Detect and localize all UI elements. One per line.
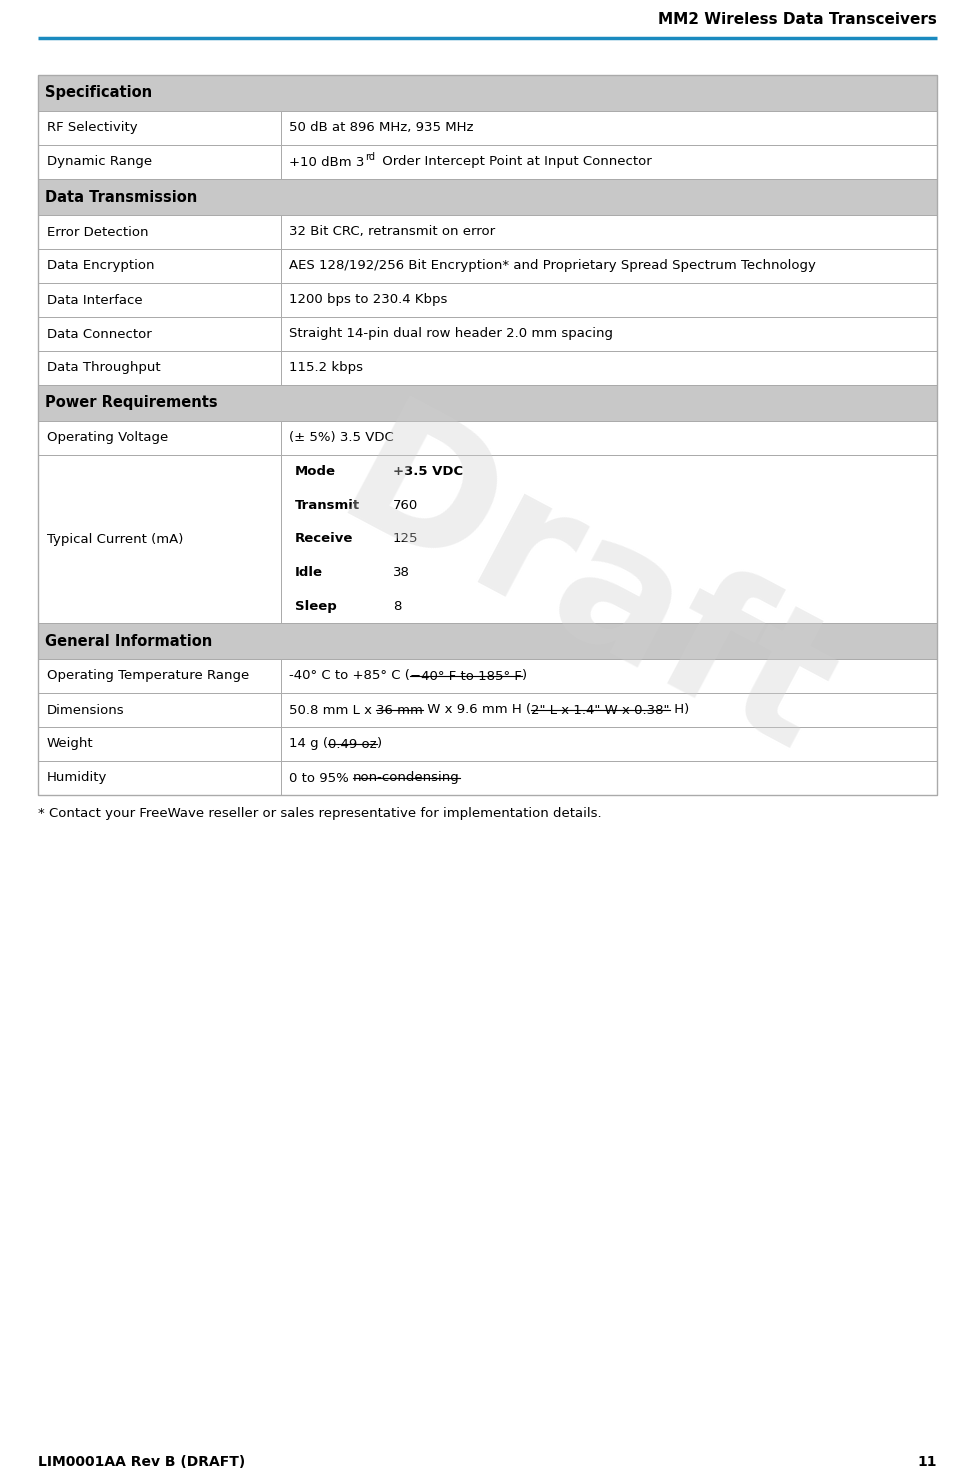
Bar bbox=[38, 761, 281, 795]
Text: AES 128/192/256 Bit Encryption* and Proprietary Spread Spectrum Technology: AES 128/192/256 Bit Encryption* and Prop… bbox=[289, 259, 816, 272]
Text: 0 to 95%: 0 to 95% bbox=[289, 771, 353, 784]
Text: 1200 bps to 230.4 Kbps: 1200 bps to 230.4 Kbps bbox=[289, 293, 448, 306]
Bar bbox=[38, 111, 281, 145]
Text: W x 9.6 mm H (: W x 9.6 mm H ( bbox=[423, 703, 531, 716]
Text: −40° F to 185° F: −40° F to 185° F bbox=[410, 669, 522, 682]
Text: Data Throughput: Data Throughput bbox=[47, 361, 161, 374]
Bar bbox=[281, 215, 937, 249]
Bar bbox=[38, 623, 937, 659]
Text: 0.49 oz: 0.49 oz bbox=[328, 737, 376, 750]
Text: Typical Current (mA): Typical Current (mA) bbox=[47, 533, 183, 546]
Text: Data Interface: Data Interface bbox=[47, 293, 142, 306]
Text: Data Encryption: Data Encryption bbox=[47, 259, 154, 272]
Text: +3.5 VDC: +3.5 VDC bbox=[393, 465, 463, 478]
Text: ): ) bbox=[522, 669, 526, 682]
Text: 2" L x 1.4" W x 0.38": 2" L x 1.4" W x 0.38" bbox=[531, 703, 670, 716]
Text: General Information: General Information bbox=[45, 633, 213, 648]
Bar bbox=[281, 727, 937, 761]
Text: Power Requirements: Power Requirements bbox=[45, 395, 217, 410]
Bar bbox=[281, 659, 937, 693]
Text: 14 g (: 14 g ( bbox=[289, 737, 328, 750]
Text: 36 mm: 36 mm bbox=[376, 703, 423, 716]
Bar bbox=[281, 693, 937, 727]
Text: +10 dBm 3: +10 dBm 3 bbox=[289, 155, 365, 169]
Text: rd: rd bbox=[366, 151, 375, 161]
Bar bbox=[38, 385, 937, 420]
Text: -40° C to +85° C (: -40° C to +85° C ( bbox=[289, 669, 410, 682]
Text: non-condensing: non-condensing bbox=[353, 771, 460, 784]
Text: 125: 125 bbox=[393, 533, 418, 546]
Text: MM2 Wireless Data Transceivers: MM2 Wireless Data Transceivers bbox=[658, 12, 937, 28]
Text: 8: 8 bbox=[393, 599, 402, 613]
Bar bbox=[38, 659, 281, 693]
Text: Receive: Receive bbox=[295, 533, 353, 546]
Bar bbox=[281, 454, 937, 623]
Bar bbox=[38, 75, 937, 111]
Bar bbox=[38, 727, 281, 761]
Bar bbox=[38, 215, 281, 249]
Bar bbox=[281, 249, 937, 283]
Bar bbox=[38, 317, 281, 351]
Text: RF Selectivity: RF Selectivity bbox=[47, 121, 137, 135]
Bar bbox=[281, 351, 937, 385]
Text: 115.2 kbps: 115.2 kbps bbox=[289, 361, 363, 374]
Text: 50 dB at 896 MHz, 935 MHz: 50 dB at 896 MHz, 935 MHz bbox=[289, 121, 474, 135]
Bar bbox=[281, 283, 937, 317]
Text: Transmit: Transmit bbox=[295, 499, 360, 512]
Text: Error Detection: Error Detection bbox=[47, 225, 148, 238]
Bar bbox=[38, 420, 281, 454]
Text: 38: 38 bbox=[393, 565, 410, 579]
Text: Weight: Weight bbox=[47, 737, 94, 750]
Bar bbox=[38, 145, 281, 179]
Text: Data Transmission: Data Transmission bbox=[45, 189, 197, 204]
Bar bbox=[38, 283, 281, 317]
Text: LIM0001AA Rev B (DRAFT): LIM0001AA Rev B (DRAFT) bbox=[38, 1455, 246, 1470]
Text: Idle: Idle bbox=[295, 565, 323, 579]
Text: Sleep: Sleep bbox=[295, 599, 336, 613]
Text: Draft: Draft bbox=[312, 391, 858, 793]
Bar bbox=[281, 317, 937, 351]
Text: * Contact your FreeWave reseller or sales representative for implementation deta: * Contact your FreeWave reseller or sale… bbox=[38, 807, 602, 820]
Text: 50.8 mm L x: 50.8 mm L x bbox=[289, 703, 376, 716]
Bar bbox=[38, 693, 281, 727]
Text: Straight 14-pin dual row header 2.0 mm spacing: Straight 14-pin dual row header 2.0 mm s… bbox=[289, 327, 613, 340]
Text: Dimensions: Dimensions bbox=[47, 703, 125, 716]
Text: Mode: Mode bbox=[295, 465, 336, 478]
Bar bbox=[281, 420, 937, 454]
Text: Order Intercept Point at Input Connector: Order Intercept Point at Input Connector bbox=[378, 155, 652, 169]
Text: 32 Bit CRC, retransmit on error: 32 Bit CRC, retransmit on error bbox=[289, 225, 495, 238]
Bar bbox=[38, 351, 281, 385]
Bar bbox=[38, 179, 937, 215]
Bar bbox=[281, 761, 937, 795]
Text: Specification: Specification bbox=[45, 86, 152, 101]
Bar bbox=[38, 249, 281, 283]
Bar bbox=[38, 75, 937, 795]
Text: Dynamic Range: Dynamic Range bbox=[47, 155, 152, 169]
Bar bbox=[281, 145, 937, 179]
Text: 760: 760 bbox=[393, 499, 418, 512]
Text: H): H) bbox=[670, 703, 689, 716]
Text: Humidity: Humidity bbox=[47, 771, 107, 784]
Bar bbox=[38, 454, 281, 623]
Text: ): ) bbox=[376, 737, 382, 750]
Text: Operating Temperature Range: Operating Temperature Range bbox=[47, 669, 250, 682]
Text: (± 5%) 3.5 VDC: (± 5%) 3.5 VDC bbox=[289, 432, 394, 444]
Text: Data Connector: Data Connector bbox=[47, 327, 152, 340]
Bar bbox=[281, 111, 937, 145]
Text: 11: 11 bbox=[917, 1455, 937, 1470]
Text: Operating Voltage: Operating Voltage bbox=[47, 432, 169, 444]
